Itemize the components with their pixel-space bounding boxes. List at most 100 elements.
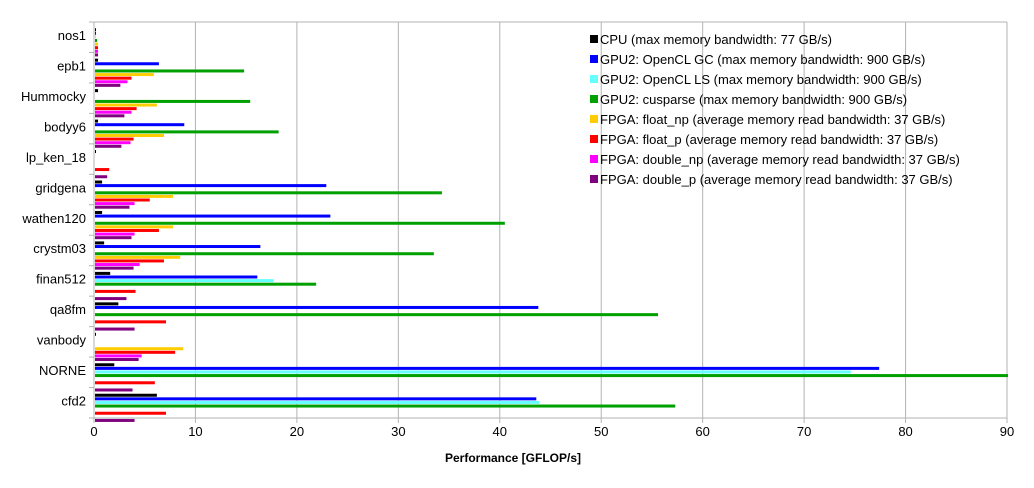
bar — [95, 289, 136, 293]
bar — [95, 418, 135, 422]
bar — [95, 225, 174, 229]
bar — [95, 397, 537, 401]
bar — [95, 110, 132, 114]
x-tick-label: 10 — [188, 424, 202, 439]
y-tick-label: bodyy6 — [44, 119, 86, 134]
bar — [95, 320, 167, 324]
bar — [95, 130, 279, 134]
bar — [95, 137, 134, 141]
gridlines — [94, 21, 1008, 418]
bars — [95, 28, 1008, 422]
bar — [95, 205, 130, 209]
bar — [95, 393, 157, 397]
bar — [95, 228, 159, 232]
x-tick-label: 90 — [1000, 424, 1014, 439]
y-tick-label: gridgena — [35, 180, 86, 195]
legend-swatch — [590, 135, 598, 143]
bar — [95, 76, 132, 80]
legend-swatch — [590, 155, 598, 163]
x-tick-label: 0 — [90, 424, 97, 439]
y-tick-label: Hummocky — [21, 89, 87, 104]
x-tick-label: 80 — [898, 424, 912, 439]
bar — [95, 354, 142, 358]
bar — [95, 374, 1008, 378]
legend-swatch — [590, 55, 598, 63]
bar — [95, 49, 99, 53]
bar — [95, 214, 331, 218]
bar — [95, 221, 505, 225]
bar — [95, 297, 127, 301]
bar — [95, 313, 659, 317]
bar — [95, 58, 99, 62]
y-tick-label: lp_ken_18 — [26, 150, 86, 165]
bar — [95, 236, 132, 240]
bar — [95, 202, 135, 206]
bar — [95, 99, 251, 103]
bar — [95, 271, 111, 275]
x-tick-label: 70 — [797, 424, 811, 439]
legend-swatch — [590, 115, 598, 123]
bar — [95, 404, 676, 408]
legend-label: FPGA: double_p (average memory read band… — [600, 172, 953, 187]
bar — [95, 275, 258, 279]
bar — [95, 366, 880, 370]
bar — [95, 62, 159, 66]
bar — [95, 255, 181, 259]
bar — [95, 53, 99, 57]
legend-label: FPGA: float_p (average memory read bandw… — [600, 132, 938, 147]
bar — [95, 363, 115, 367]
bar — [95, 358, 139, 362]
y-tick-label: wathen120 — [21, 211, 86, 226]
legend-label: FPGA: double_np (average memory read ban… — [600, 152, 960, 167]
legend-label: CPU (max memory bandwidth: 77 GB/s) — [600, 32, 832, 47]
bar — [95, 191, 442, 195]
legend-swatch — [590, 35, 598, 43]
x-tick-label: 60 — [695, 424, 709, 439]
legend-swatch — [590, 75, 598, 83]
bar — [95, 103, 157, 107]
legend-label: GPU2: OpenCL GC (max memory bandwidth: 9… — [600, 52, 925, 67]
bar — [95, 381, 155, 385]
bar — [95, 266, 134, 270]
bar — [95, 305, 539, 309]
bar — [95, 28, 97, 32]
bar — [95, 232, 135, 236]
bar — [95, 388, 133, 392]
y-tick-label: epb1 — [57, 58, 86, 73]
legend-swatch — [590, 95, 598, 103]
legend: CPU (max memory bandwidth: 77 GB/s) GPU2:… — [590, 32, 960, 187]
y-tick-label: nos1 — [58, 28, 86, 43]
bar — [95, 80, 128, 84]
bar — [95, 123, 185, 127]
bar — [95, 144, 122, 148]
x-axis-label: Performance [GFLOP/s] — [445, 451, 581, 465]
x-tick-label: 50 — [594, 424, 608, 439]
legend-swatch — [590, 175, 598, 183]
bar — [95, 141, 131, 145]
legend-label: GPU2: cusparse (max memory bandwidth: 90… — [600, 92, 907, 107]
bar — [95, 327, 135, 331]
y-tick-label: finan512 — [36, 272, 86, 287]
x-tick-label: 20 — [290, 424, 304, 439]
bar — [95, 35, 97, 39]
bar — [95, 69, 245, 73]
bar — [95, 150, 97, 154]
bar — [95, 83, 121, 87]
bar — [95, 175, 108, 179]
bar — [95, 133, 164, 137]
bar — [95, 259, 164, 263]
bar — [95, 210, 103, 214]
y-tick-label: qa8fm — [50, 302, 86, 317]
bar — [95, 279, 274, 283]
bar — [95, 302, 119, 306]
bar — [95, 241, 105, 245]
bar — [95, 107, 137, 111]
x-tick-label: 30 — [391, 424, 405, 439]
bar — [95, 198, 150, 202]
bar — [95, 332, 97, 336]
bar — [95, 400, 540, 404]
bar — [95, 370, 851, 374]
bar — [95, 180, 103, 184]
